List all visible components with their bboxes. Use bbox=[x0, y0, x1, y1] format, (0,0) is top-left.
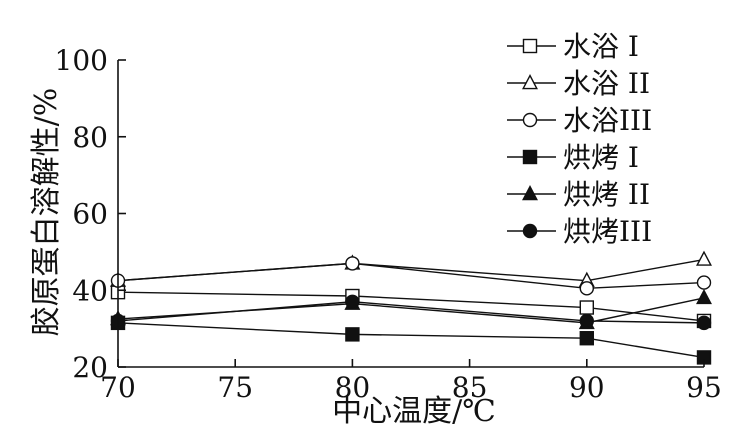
series-3-point-2 bbox=[345, 256, 360, 271]
legend-marker-6 bbox=[522, 223, 538, 239]
series-3-point-4 bbox=[696, 275, 712, 290]
legend-item-5: 烘烤 II bbox=[507, 178, 650, 211]
legend-marker-2 bbox=[522, 74, 538, 90]
series-5 bbox=[110, 288, 712, 330]
y-axis-label: 胶原蛋白溶解性/% bbox=[29, 88, 64, 337]
axes-layer: 20 40 60 80 100 70 75 80 85 90 95 bbox=[55, 44, 722, 404]
series-4-point-3 bbox=[579, 331, 594, 346]
x-tick-label: 80 bbox=[335, 371, 371, 404]
legend-marker-3 bbox=[522, 112, 538, 128]
y-tick-label: 40 bbox=[72, 274, 108, 307]
series-1-point-3 bbox=[579, 300, 594, 315]
x-axis-label: 中心温度/℃ bbox=[332, 394, 496, 429]
legend-layer: 水浴 I 水浴 II 水浴III 烘烤 I 烘烤 II 烘烤III bbox=[507, 30, 652, 248]
series-4 bbox=[110, 315, 712, 365]
series-3-point-3 bbox=[579, 281, 594, 296]
legend-label-3: 水浴III bbox=[563, 104, 652, 137]
legend-label-1: 水浴 I bbox=[563, 30, 639, 63]
series-6-point-4 bbox=[696, 315, 712, 331]
series-4-point-2 bbox=[345, 327, 360, 342]
legend-marker-1 bbox=[522, 38, 538, 54]
y-tick-label: 100 bbox=[55, 44, 108, 77]
legend-label-5: 烘烤 II bbox=[563, 178, 650, 211]
legend-item-2: 水浴 II bbox=[507, 67, 650, 100]
legend-label-2: 水浴 II bbox=[563, 67, 650, 100]
series-2-point-4 bbox=[696, 250, 712, 266]
legend-item-4: 烘烤 I bbox=[507, 141, 639, 174]
series-5-point-4 bbox=[696, 288, 712, 305]
series-line-1 bbox=[117, 291, 705, 322]
legend-label-4: 烘烤 I bbox=[563, 141, 639, 174]
legend-item-6: 烘烤III bbox=[507, 215, 652, 248]
x-tick-label: 90 bbox=[569, 371, 605, 404]
series-3 bbox=[110, 256, 712, 296]
legend-marker-5 bbox=[522, 185, 538, 201]
series-line-3 bbox=[117, 262, 705, 290]
legend-label-6: 烘烤III bbox=[563, 215, 652, 248]
series-6 bbox=[110, 294, 712, 331]
x-tick-label: 85 bbox=[452, 371, 488, 404]
series-6-point-2 bbox=[345, 294, 360, 309]
y-tick-label: 80 bbox=[72, 121, 108, 154]
x-tick-label: 70 bbox=[100, 371, 136, 404]
legend-item-3: 水浴III bbox=[507, 104, 652, 137]
x-tick-label: 75 bbox=[217, 371, 253, 404]
series-6-point-3 bbox=[579, 313, 594, 329]
y-tick-label: 20 bbox=[72, 351, 108, 384]
series-line-6 bbox=[117, 301, 705, 324]
plot-layer bbox=[110, 250, 712, 365]
legend-item-1: 水浴 I bbox=[507, 30, 639, 63]
series-line-4 bbox=[117, 322, 705, 359]
x-tick-label: 95 bbox=[686, 371, 722, 404]
y-tick-label: 60 bbox=[72, 198, 108, 231]
legend-marker-4 bbox=[522, 149, 538, 165]
